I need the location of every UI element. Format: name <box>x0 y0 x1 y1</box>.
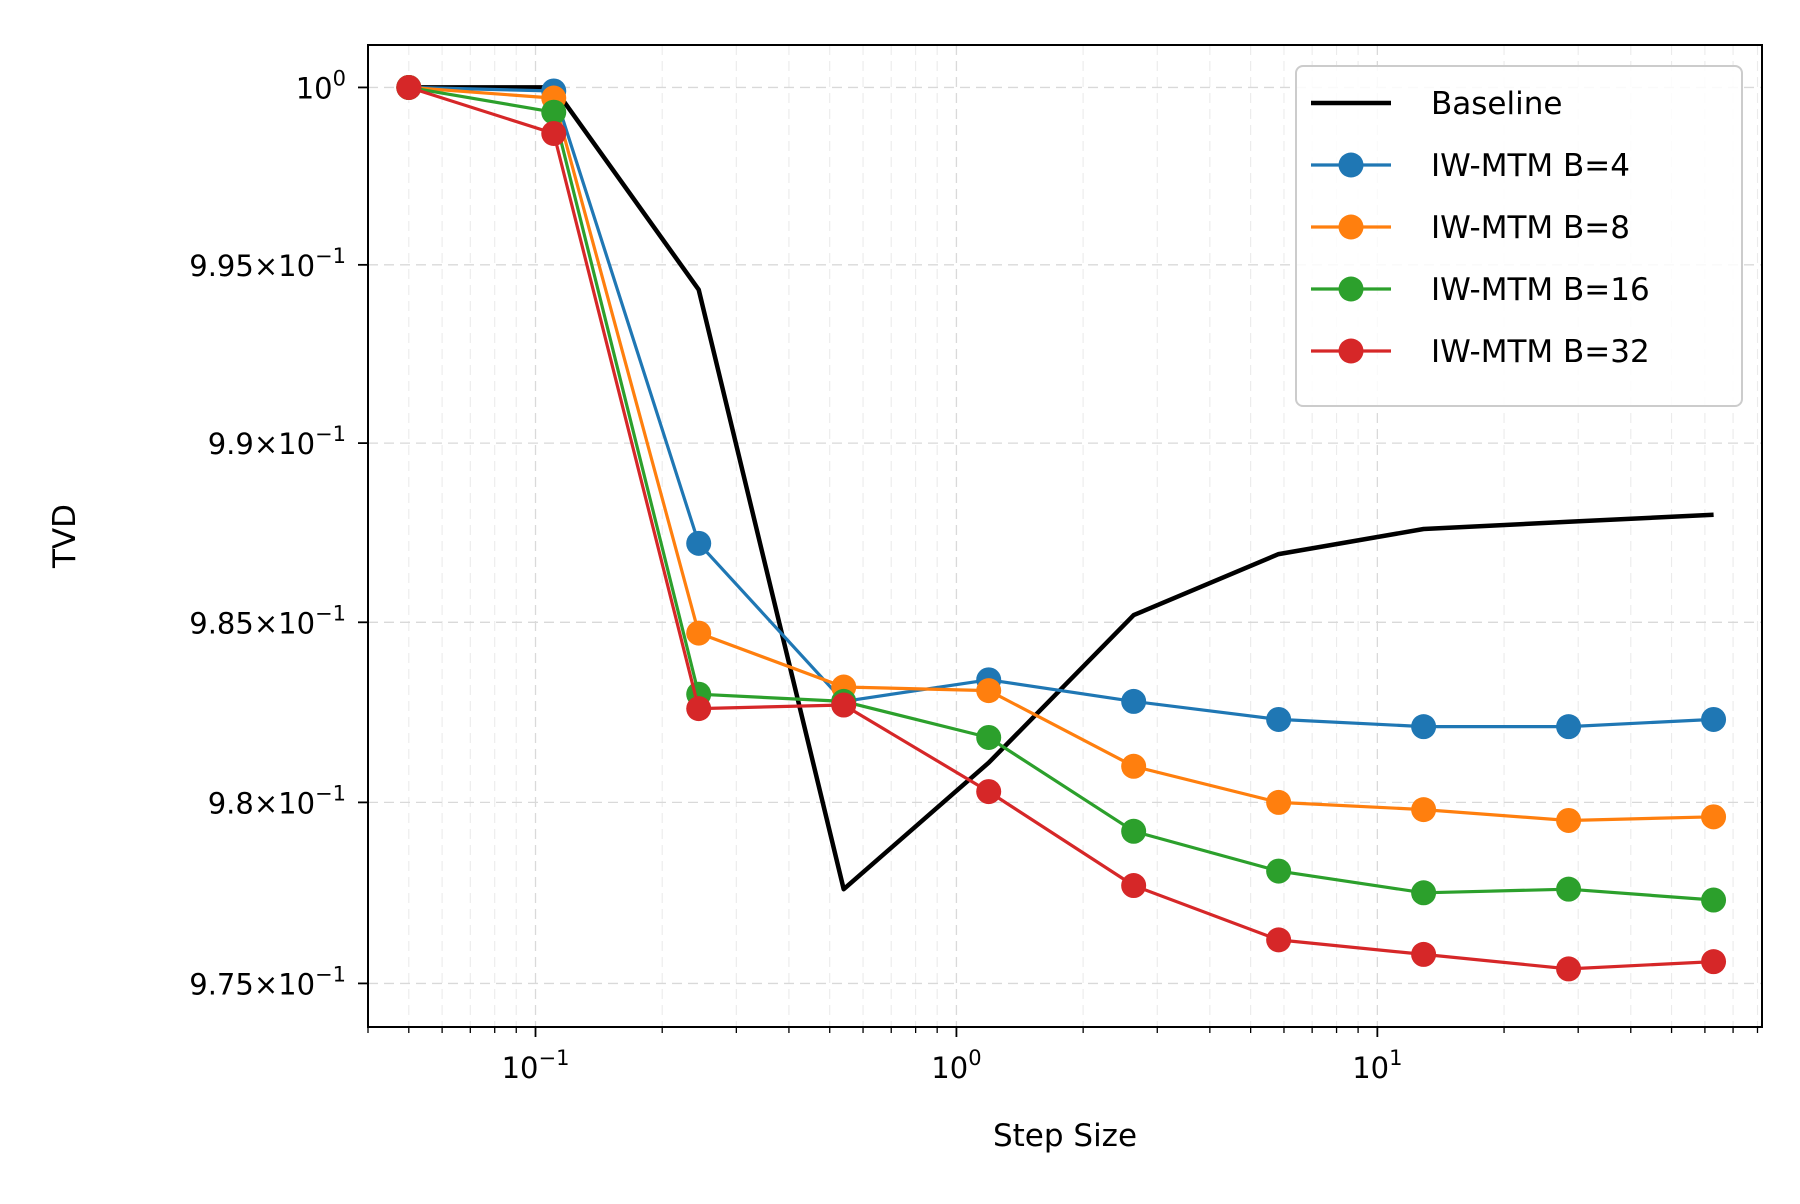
legend-box <box>1295 65 1743 407</box>
legend-item: Baseline <box>1311 86 1562 122</box>
data-point <box>1556 876 1582 902</box>
legend-item: IW-MTM B=32 <box>1311 334 1650 370</box>
y-tick-label: 9.85×10−1 <box>189 601 346 640</box>
legend-item: IW-MTM B=16 <box>1311 272 1650 308</box>
legend-swatch-marker <box>1338 338 1364 364</box>
legend-label: IW-MTM B=8 <box>1431 210 1630 246</box>
axis-ticks: 10−1 100 101 100 9.95×10−1 9.9×10−1 9.85×10−1 9… <box>189 66 1759 1085</box>
data-point <box>396 74 422 100</box>
data-point <box>1121 753 1147 779</box>
y-tick-label: 9.9×10−1 <box>208 422 346 461</box>
data-point <box>976 779 1002 805</box>
y-tick-label: 9.75×10−1 <box>189 962 346 1001</box>
data-point <box>1411 880 1437 906</box>
series-line <box>408 85 1714 892</box>
legend-swatch-marker <box>1338 152 1364 178</box>
plot-series <box>396 74 1727 982</box>
series-iw-mtm-b-8 <box>396 74 1727 833</box>
data-point <box>1556 807 1582 833</box>
y-axis-label: TVD <box>47 504 83 569</box>
x-tick-label: 10−1 <box>502 1046 570 1085</box>
data-point <box>976 724 1002 750</box>
data-point <box>1411 714 1437 740</box>
x-tick-label: 101 <box>1352 1046 1402 1085</box>
data-point <box>1266 789 1292 815</box>
series-iw-mtm-b-32 <box>396 74 1727 982</box>
legend-item: IW-MTM B=8 <box>1311 210 1630 246</box>
series-line <box>408 85 1714 729</box>
legend-swatch-marker <box>1338 214 1364 240</box>
legend-label: IW-MTM B=32 <box>1431 334 1650 370</box>
data-point <box>1266 927 1292 953</box>
data-point <box>976 678 1002 704</box>
data-point <box>831 692 857 718</box>
data-point <box>686 530 712 556</box>
data-point <box>1411 941 1437 967</box>
x-tick-label: 100 <box>931 1046 981 1085</box>
data-point <box>1701 706 1727 732</box>
y-tick-label: 100 <box>296 66 346 105</box>
plot-frame <box>367 44 1763 1028</box>
data-point <box>1121 688 1147 714</box>
data-point <box>1266 858 1292 884</box>
x-axis-label: Step Size <box>993 1118 1137 1154</box>
legend-label: Baseline <box>1431 86 1562 122</box>
y-tick-label: 9.95×10−1 <box>189 244 346 283</box>
legend: Baseline IW-MTM B=4 IW-MTM B=8 IW-MTM B=16 I… <box>1295 65 1743 407</box>
data-point <box>541 99 567 125</box>
data-point <box>1121 873 1147 899</box>
series-line <box>408 85 1714 902</box>
legend-label: IW-MTM B=4 <box>1431 148 1630 184</box>
data-point <box>1121 818 1147 844</box>
data-point <box>1701 949 1727 975</box>
legend-label: IW-MTM B=16 <box>1431 272 1650 308</box>
series-baseline <box>408 85 1714 892</box>
data-point <box>1701 804 1727 830</box>
legend-swatch-marker <box>1338 276 1364 302</box>
data-point <box>686 696 712 722</box>
data-point <box>1556 956 1582 982</box>
data-point <box>1556 714 1582 740</box>
data-point <box>1701 887 1727 913</box>
data-point <box>541 120 567 146</box>
legend-item: IW-MTM B=4 <box>1311 148 1630 184</box>
data-point <box>1411 797 1437 823</box>
y-tick-label: 9.8×10−1 <box>208 781 346 820</box>
series-line <box>408 85 1714 823</box>
data-point <box>686 620 712 646</box>
series-line <box>408 85 1714 971</box>
data-point <box>1266 706 1292 732</box>
